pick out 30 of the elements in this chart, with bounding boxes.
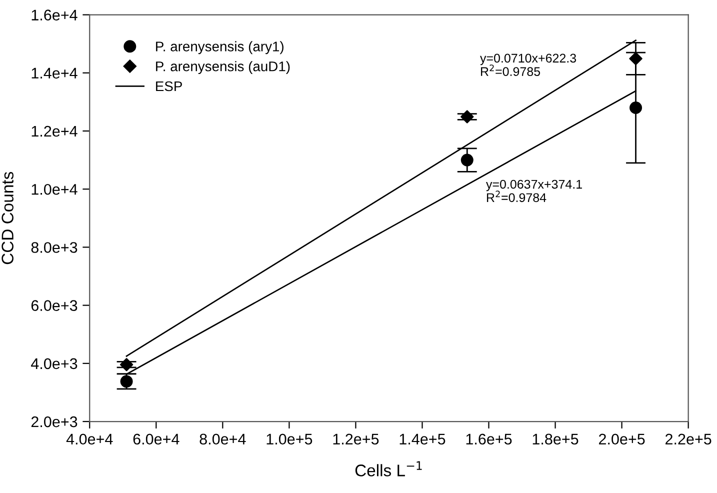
x-axis-title: Cells L$^{−1}$ (355, 461, 422, 476)
annotation: y=0.0710x+622.3 R$^{2}$=0.9785 (480, 54, 576, 76)
y-tick-label: 6.0e+3 (31, 300, 78, 311)
point (629, 52, 642, 66)
x-tick-label: 8.0e+4 (200, 434, 246, 445)
x-tick-label: 2.2e+5 (666, 434, 712, 445)
x-tick-label: 2.0e+5 (598, 434, 645, 445)
legend-label: ESP (156, 81, 182, 92)
x-tick-label: 1.6e+5 (466, 434, 512, 445)
x-tick-label: 1.2e+5 (333, 434, 379, 445)
point (120, 358, 134, 372)
point (460, 154, 474, 166)
x-tick-label: 6.0e+4 (133, 434, 180, 445)
y-tick-label: 4.0e+3 (31, 358, 78, 370)
y-tick-label: 2.0e+3 (31, 416, 78, 428)
point (630, 102, 642, 114)
y-tick-label: 8.0e+3 (31, 242, 78, 253)
legend-label: P. arenysensis (auD1) (156, 61, 290, 74)
x-tick-label: 1.4e+5 (400, 434, 446, 445)
point (460, 110, 474, 124)
x-tick-label: 1.0e+5 (266, 434, 312, 445)
x-tick-label: 1.8e+5 (532, 434, 578, 445)
y-axis-title: CCD Counts (2, 172, 14, 264)
y-tick-label: 1.6e+4 (32, 10, 78, 20)
annotation: y=0.0637x+374.1 R$^{2}$=0.9784 (486, 180, 582, 202)
y-tick-label: 1.0e+4 (32, 184, 78, 195)
y-tick-label: 1.4e+4 (32, 68, 78, 79)
y-tick-label: 1.2e+4 (32, 126, 78, 137)
x-tick-label: 4.0e+4 (66, 434, 113, 445)
legend-label: P. arenysensis (ary1) (156, 41, 284, 54)
